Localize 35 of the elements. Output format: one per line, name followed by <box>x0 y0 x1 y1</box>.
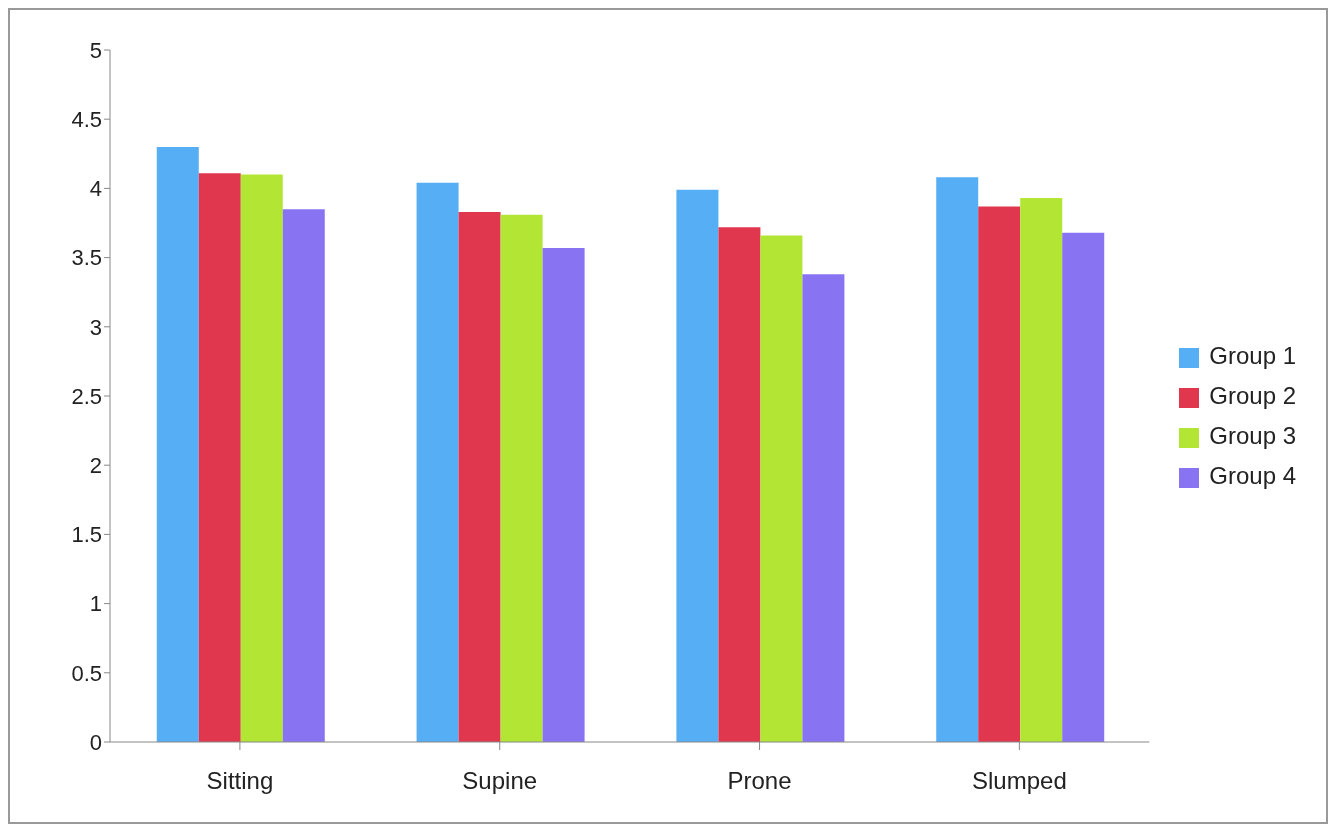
legend-label: Group 3 <box>1209 422 1296 449</box>
y-tick-label: 4.5 <box>71 107 102 133</box>
bar <box>760 235 803 742</box>
y-tick-label: 2 <box>89 453 102 479</box>
y-tick-label: 1 <box>89 591 102 617</box>
bar <box>458 211 501 742</box>
y-tick-label: 2.5 <box>71 383 102 409</box>
bar <box>282 209 325 742</box>
bar <box>198 173 241 742</box>
bar <box>500 214 543 742</box>
bar <box>802 274 845 742</box>
y-tick-label: 0 <box>89 729 102 755</box>
bar <box>156 146 199 742</box>
bar <box>978 206 1021 742</box>
y-tick-label: 4 <box>89 176 102 202</box>
bar <box>542 247 585 742</box>
x-tick-label: Slumped <box>972 767 1067 795</box>
y-tick-label: 3.5 <box>71 245 102 271</box>
y-tick-label: 5 <box>89 37 102 63</box>
x-tick-label: Supine <box>462 767 538 795</box>
bar <box>718 227 761 742</box>
bar <box>240 174 283 742</box>
legend-label: Group 2 <box>1209 382 1296 409</box>
y-tick-label: 0.5 <box>71 660 102 686</box>
bar <box>676 189 719 742</box>
bar <box>1020 198 1063 742</box>
y-tick-label: 1.5 <box>71 522 102 548</box>
y-tick-label: 3 <box>89 314 102 340</box>
x-tick-label: Prone <box>727 767 792 795</box>
legend-label: Group 1 <box>1209 342 1296 369</box>
legend-label: Group 4 <box>1209 462 1296 489</box>
bar <box>1062 232 1105 742</box>
x-tick-label: Sitting <box>206 767 274 795</box>
bar <box>416 182 459 742</box>
bar <box>936 177 979 742</box>
